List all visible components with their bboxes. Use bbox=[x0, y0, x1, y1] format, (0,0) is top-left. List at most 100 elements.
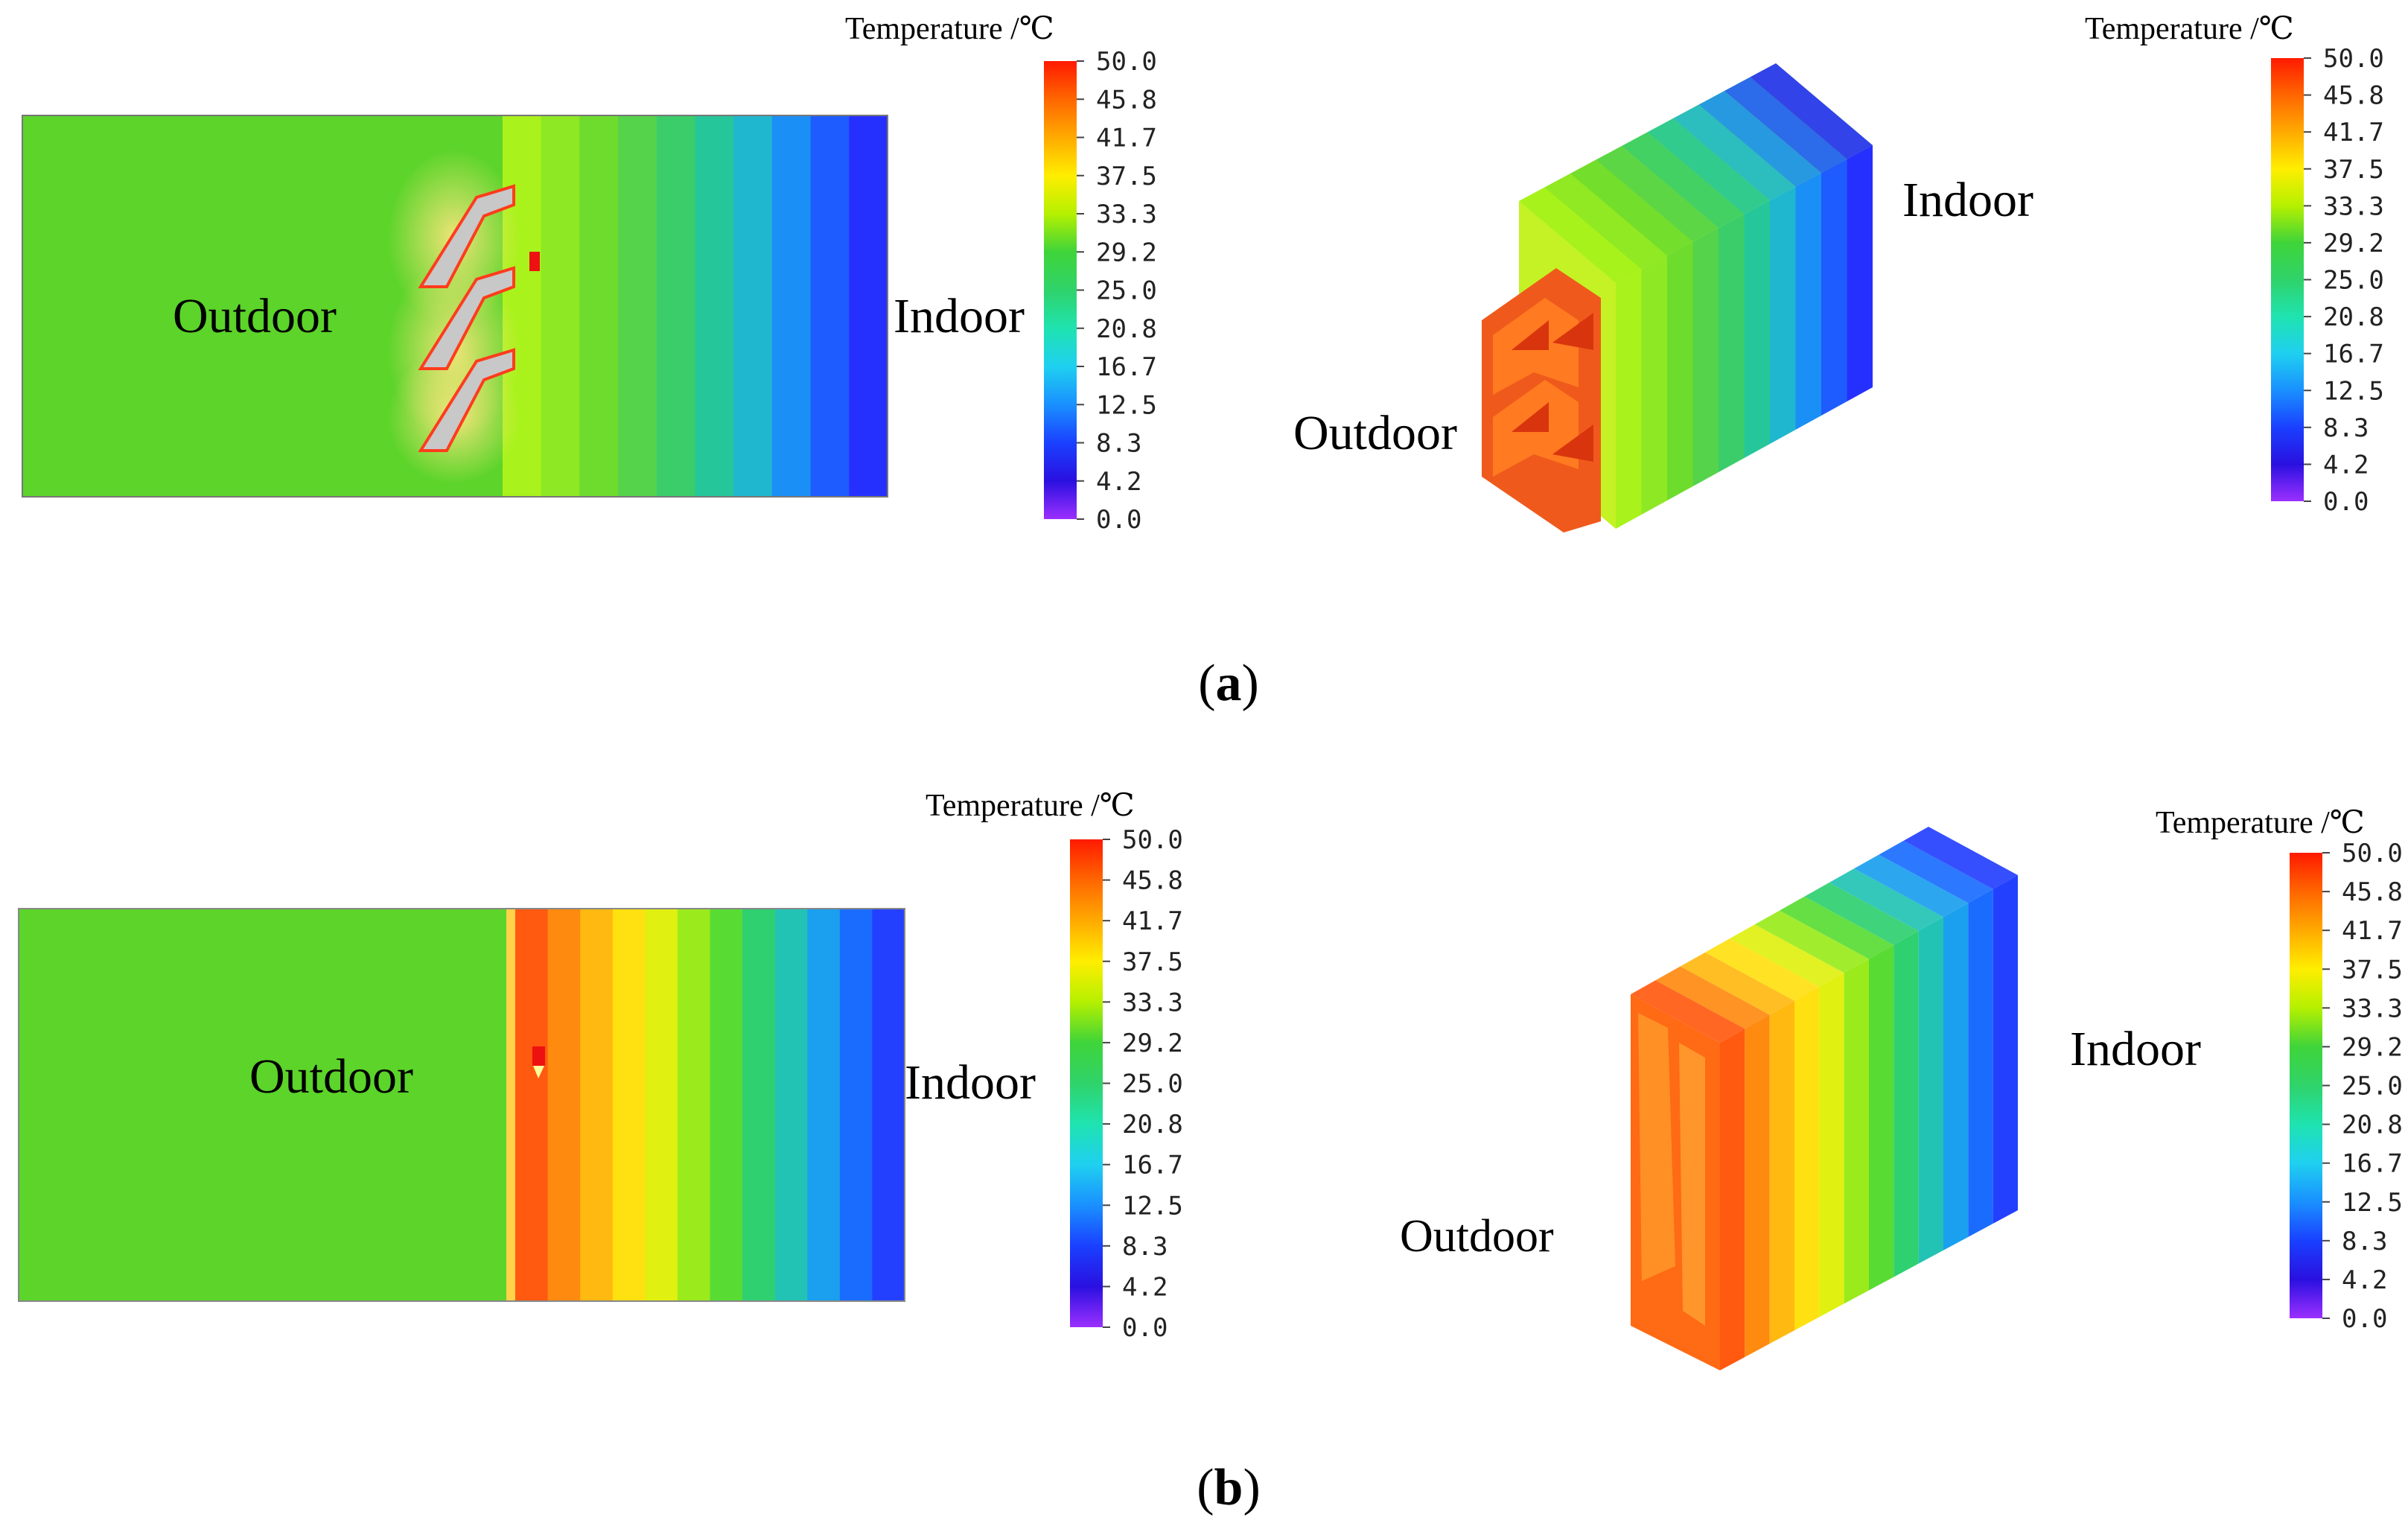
colorbar-tick-label: 37.5 bbox=[2323, 155, 2384, 185]
colorbar-tick-label: 4.2 bbox=[1122, 1272, 1168, 1302]
block-top-band bbox=[1750, 63, 1873, 159]
panel-caption-b: (b) bbox=[1197, 1459, 1261, 1516]
wall-edge-b bbox=[506, 909, 515, 1301]
colorbar-tick-label: 37.5 bbox=[1122, 947, 1183, 977]
wall-temperature-band bbox=[839, 909, 873, 1301]
colorbar-tick-label: 50.0 bbox=[2342, 839, 2403, 868]
colorbar-tick-label: 20.8 bbox=[2323, 302, 2384, 332]
block-top-band bbox=[1780, 896, 1894, 959]
block-side-a bbox=[1519, 63, 1873, 529]
wall-temperature-band bbox=[618, 115, 657, 497]
colorbar-tick-label: 41.7 bbox=[1122, 906, 1183, 936]
panel-a-3d-view: Outdoor Indoor bbox=[1293, 63, 2033, 533]
colorbar-tick-label: 20.8 bbox=[1096, 314, 1157, 344]
outdoor-label: Outdoor bbox=[1400, 1211, 1554, 1262]
colorbar-tick-label: 33.3 bbox=[1096, 200, 1157, 229]
colorbar-tick-label: 41.7 bbox=[1096, 124, 1157, 153]
block-top-band bbox=[1596, 146, 1719, 242]
block-temperature-band bbox=[1819, 973, 1844, 1318]
block-temperature-band bbox=[1847, 145, 1873, 401]
colorbar-tick-label: 12.5 bbox=[2323, 376, 2384, 406]
wall-temperature-band bbox=[774, 909, 809, 1301]
colorbar-tick-label: 29.2 bbox=[2323, 229, 2384, 258]
wall-temperature-band bbox=[547, 909, 582, 1301]
colorbar-tick-label: 45.8 bbox=[1122, 866, 1183, 896]
colorbar-b-left: Temperature /℃ 50.0 45.8 41.7 37.5 33.3 29.2 2… bbox=[926, 789, 1183, 1343]
block-front-highlight bbox=[1638, 1013, 1675, 1281]
block-top-band bbox=[1724, 77, 1847, 173]
block-top-band bbox=[1698, 91, 1821, 187]
indoor-label: Indoor bbox=[1902, 173, 2033, 227]
outdoor-label: Outdoor bbox=[249, 1049, 413, 1104]
panel-a: Outdoor Indoor Temperature /℃ 50.0 45.8 41… bbox=[22, 12, 2384, 712]
colorbar-tick-label: 0.0 bbox=[1096, 505, 1141, 535]
colorbar-tick-label: 20.8 bbox=[2342, 1110, 2403, 1140]
wall-temperature-band bbox=[742, 909, 776, 1301]
colorbar-tick-label: 16.7 bbox=[2342, 1149, 2403, 1179]
colorbar-tick-label: 50.0 bbox=[2323, 44, 2384, 74]
colorbar-strip bbox=[2290, 853, 2322, 1318]
panel-b-2d-view: Outdoor Indoor bbox=[18, 908, 1036, 1302]
block-temperature-band bbox=[1720, 1029, 1745, 1370]
colorbar-tick-label: 45.8 bbox=[2323, 81, 2384, 111]
outdoor-label: Outdoor bbox=[1293, 406, 1457, 460]
indoor-label: Indoor bbox=[905, 1055, 1036, 1110]
colorbar-tick-label: 25.0 bbox=[2342, 1072, 2403, 1102]
colorbar-tick-label: 20.8 bbox=[1122, 1110, 1183, 1140]
colorbar-tick-label: 0.0 bbox=[2323, 487, 2369, 517]
wall-temperature-band bbox=[849, 115, 888, 497]
wall-temperature-band bbox=[807, 909, 841, 1301]
colorbar-tick-label: 8.3 bbox=[2323, 413, 2369, 443]
block-top-band bbox=[1673, 104, 1796, 200]
colorbar-tick-label: 4.2 bbox=[2323, 450, 2369, 480]
block-top-band bbox=[1829, 868, 1943, 931]
block-temperature-band bbox=[1795, 173, 1821, 430]
colorbar-strip bbox=[1070, 839, 1103, 1327]
block-temperature-band bbox=[1616, 269, 1642, 529]
wall-temperature-band bbox=[872, 909, 905, 1301]
colorbar-tick-label: 29.2 bbox=[1122, 1029, 1183, 1058]
block-top-band bbox=[1631, 980, 1745, 1043]
block-top-band bbox=[1705, 938, 1820, 1001]
wall-temperature-band bbox=[515, 909, 549, 1301]
colorbar-title: Temperature /℃ bbox=[845, 12, 1054, 46]
wall-temperature-band bbox=[580, 909, 614, 1301]
block-temperature-band bbox=[1692, 228, 1719, 486]
block-temperature-band bbox=[1641, 255, 1667, 515]
panel-caption-a: (a) bbox=[1198, 655, 1259, 712]
block-temperature-band bbox=[1794, 987, 1820, 1331]
block-temperature-band bbox=[1821, 159, 1847, 416]
block-temperature-band bbox=[1968, 889, 1993, 1237]
outdoor-label: Outdoor bbox=[173, 289, 337, 343]
colorbar-tick-label: 25.0 bbox=[1096, 276, 1157, 306]
colorbar-strip bbox=[2271, 58, 2304, 501]
colorbar-a-left: Temperature /℃ 50.0 45.8 41.7 37.5 33.3 29.2 2… bbox=[845, 12, 1157, 535]
colorbar-title: Temperature /℃ bbox=[2156, 806, 2365, 840]
colorbar-title: Temperature /℃ bbox=[2085, 12, 2294, 46]
panel-b-3d-view: Outdoor Indoor bbox=[1400, 827, 2201, 1370]
heat-source-marker-b bbox=[532, 1046, 545, 1066]
heat-sink-fins-a bbox=[387, 149, 521, 484]
heat-source-arrow-b bbox=[533, 1066, 544, 1078]
colorbar-tick-label: 45.8 bbox=[2342, 877, 2403, 907]
wall-temperature-band bbox=[541, 115, 581, 497]
colorbar-tick-label: 33.3 bbox=[2323, 191, 2384, 221]
block-top-band bbox=[1680, 952, 1794, 1015]
colorbar-title: Temperature /℃ bbox=[926, 789, 1135, 823]
block-temperature-band bbox=[1993, 875, 2018, 1224]
wall-temperature-band bbox=[645, 909, 678, 1301]
wall-temperature-band bbox=[579, 115, 619, 497]
block-top-band bbox=[1622, 132, 1745, 228]
block-top-band bbox=[1903, 827, 2018, 889]
block-temperature-band bbox=[1918, 917, 1943, 1264]
panel-b: Outdoor Indoor Temperature /℃ 50.0 45.8 41… bbox=[18, 789, 2403, 1516]
wall-temperature-band bbox=[612, 909, 646, 1301]
block-top-band bbox=[1544, 174, 1667, 270]
block-top-band bbox=[1754, 910, 1869, 973]
colorbar-tick-label: 25.0 bbox=[2323, 266, 2384, 296]
block-temperature-band bbox=[1770, 186, 1796, 444]
block-temperature-band bbox=[1667, 241, 1693, 500]
fins-3d-a bbox=[1482, 268, 1601, 533]
wall-temperature-band bbox=[733, 115, 773, 497]
